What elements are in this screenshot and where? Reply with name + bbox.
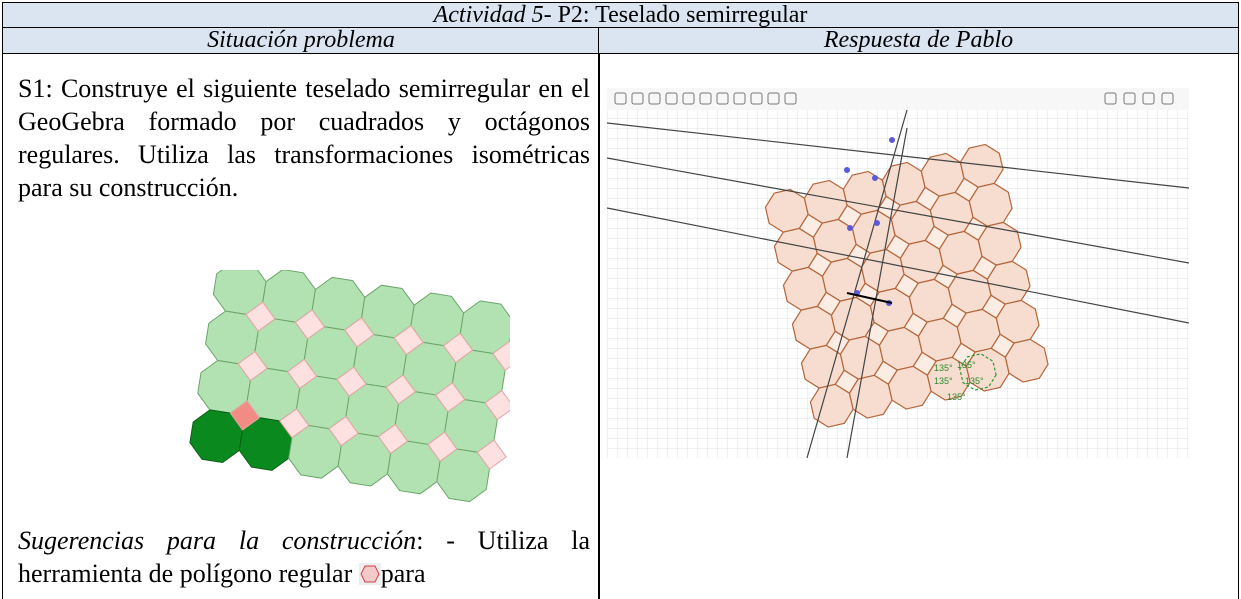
tool-icon [699,92,712,105]
square [484,389,510,421]
square [492,340,510,371]
column-header: Respuesta de Pablo [598,27,1239,54]
square [933,264,958,289]
square [229,400,261,431]
column-header-text: Situación problema [207,27,395,53]
construction-line [607,207,1189,324]
square [294,309,326,340]
square [427,431,458,462]
title-rest: - P2: Teselado semirregular [543,2,808,28]
square [981,294,1006,319]
angle-label: 135° [934,363,953,373]
menu-icon [1161,92,1174,105]
title-italic: Actividad 5 [433,2,544,28]
suggestion-text: : - Utiliza la herramienta de polígono r… [18,526,590,588]
square [476,439,507,470]
tessellation: 135° 135° 135° 135° 135° [607,109,1189,458]
suggestion: Sugerencias para la construcción: - Util… [18,524,590,590]
point [844,167,850,173]
square [279,408,310,439]
square [990,333,1015,358]
square [245,301,276,332]
tessellation-image [189,270,510,503]
tool-icon [631,92,644,105]
angle-label: 135° [934,376,953,386]
point [874,220,880,226]
tool-icon [648,92,661,105]
construction-line [846,127,908,458]
square [894,273,919,298]
square [442,332,474,364]
angle-label: 135° [965,376,984,386]
square [798,213,824,239]
tool-icon [767,92,780,105]
column-header: Situación problema [2,27,600,54]
construction-line [607,157,1189,264]
square [825,330,851,355]
square [912,351,937,376]
angle-label: 135° [947,392,966,402]
square [336,366,367,397]
square [915,186,940,212]
tiles [764,143,1049,428]
tool-icon [614,92,627,105]
geogebra-screenshot: 135° 135° 135° 135° 135° [607,88,1189,458]
square [942,303,967,328]
menu-icon [1104,92,1117,105]
vector [846,292,893,304]
tool-icon [733,92,746,105]
tessellation [189,270,510,503]
tool-icon [716,92,729,105]
tool-icon [682,92,695,105]
column-header-text: Respuesta de Pablo [823,27,1014,53]
angle-octagon [959,353,997,391]
tool-icon [750,92,763,105]
problem-cell [2,53,600,599]
tool-icon [665,92,678,105]
suggestion-tail: para [380,559,426,588]
construction-line [607,122,1189,189]
square [972,255,997,280]
point [847,225,853,231]
square [816,291,842,316]
square [924,225,949,251]
square [954,177,979,203]
square [873,360,899,385]
square [377,423,409,455]
square [286,358,318,390]
construction-line [806,109,908,458]
suggestion-label: Sugerencias para la construcción [18,526,417,555]
square [435,382,466,413]
square [237,350,268,382]
square [344,317,375,348]
square [834,369,860,394]
square [385,374,416,405]
regular-polygon-icon [358,563,381,585]
square [807,252,833,278]
icon-shape [360,565,380,583]
square [876,195,901,221]
point [889,137,895,143]
angle-label: 135° [957,360,976,370]
title-row: Actividad 5- P2: Teselado semirregular [2,2,1239,28]
square [903,312,928,337]
point [872,175,878,181]
menu-icon [1142,92,1155,105]
response-cell [598,53,1239,599]
tool-icon [784,92,797,105]
square [328,415,359,447]
square [393,324,424,356]
toolbar-icons [614,92,1174,105]
statement: S1: Construye el siguiente teselado semi… [18,74,590,202]
square [885,234,910,260]
menu-icon [1123,92,1136,105]
square [951,342,976,367]
